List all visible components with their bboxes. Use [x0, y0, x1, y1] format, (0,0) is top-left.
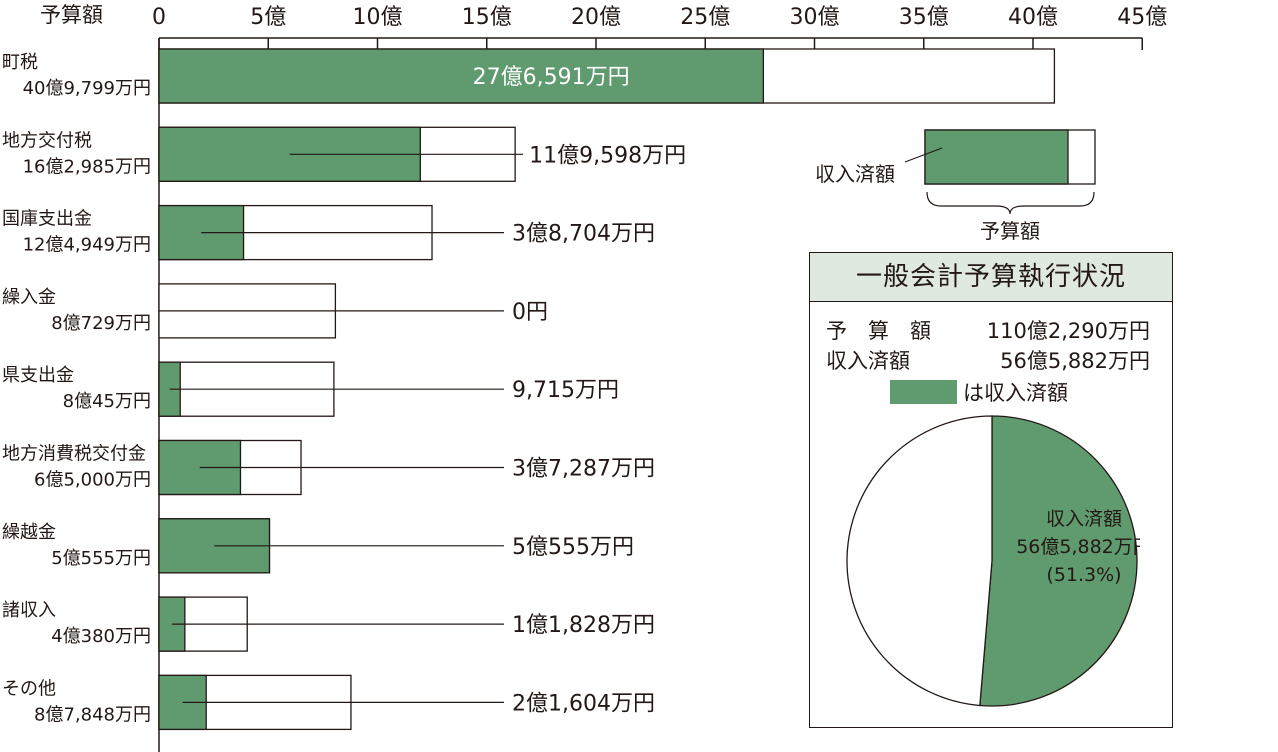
- received-total-value: 56億5,882万円: [1000, 349, 1150, 373]
- category-label: 地方交付税: [2, 130, 92, 151]
- legend-leader: [904, 147, 943, 163]
- x-tick-label: 40億: [1008, 5, 1058, 30]
- pie-slice-received: [979, 415, 1138, 707]
- budget-label: 5億555万円: [51, 548, 151, 569]
- pie-slice-remaining: [846, 415, 993, 707]
- received-label: 3億8,704万円: [512, 222, 655, 247]
- x-tick-label: 45億: [1117, 5, 1167, 30]
- budget-label: 8億45万円: [63, 391, 151, 412]
- budget-total-row: 予 算 額 110億2,290万円: [826, 315, 1150, 345]
- received-label: 9,715万円: [512, 378, 619, 403]
- pie-slice-value: 56億5,882万円: [1016, 536, 1140, 558]
- budget-label: 4億380万円: [51, 626, 151, 647]
- budget-label: 16億2,985万円: [23, 156, 151, 177]
- category-label: 地方消費税交付金: [2, 444, 146, 465]
- x-tick-label: 15億: [462, 5, 512, 30]
- x-tick-label: 30億: [790, 5, 840, 30]
- x-tick-label: 20億: [571, 5, 621, 30]
- received-bar: [158, 48, 765, 104]
- pie-chart: 収入済額 56億5,882万円 (51.3%): [846, 415, 1140, 707]
- legend-budget-label: 予算額: [980, 219, 1040, 243]
- x-axis-title: 予算額: [40, 3, 103, 27]
- x-tick-label: 0: [152, 5, 166, 30]
- pie-legend-text: は収入済額: [963, 381, 1068, 405]
- received-label: 11億9,598万円: [529, 143, 686, 168]
- budget-total-value: 110億2,290万円: [986, 319, 1150, 343]
- category-label: 諸収入: [2, 600, 56, 621]
- x-tick-label: 5億: [250, 5, 286, 30]
- budget-label: 8億729万円: [51, 313, 151, 334]
- x-tick-label: 10億: [353, 5, 403, 30]
- pie-legend: は収入済額: [890, 377, 1068, 407]
- x-tick-label: 25億: [680, 5, 730, 30]
- received-label: 5億555万円: [512, 535, 634, 560]
- budget-label: 40億9,799万円: [23, 78, 151, 99]
- budget-total-label: 予 算 額: [826, 319, 931, 343]
- budget-label: 6億5,000万円: [34, 470, 151, 491]
- legend-received-label: 収入済額: [815, 162, 895, 186]
- budget-label: 8億7,848万円: [34, 704, 151, 725]
- pie-slice-pct: (51.3%): [1046, 564, 1121, 586]
- x-tick-label: 35億: [899, 5, 949, 30]
- received-label: 2億1,604万円: [512, 691, 655, 716]
- received-label: 0円: [512, 300, 548, 325]
- category-label: 町税: [2, 52, 38, 73]
- received-label: 3億7,287万円: [512, 457, 655, 482]
- received-total-row: 収入済額 56億5,882万円: [826, 345, 1150, 375]
- category-label: 県支出金: [2, 365, 74, 386]
- category-label: 繰入金: [2, 287, 56, 308]
- category-label: その他: [2, 678, 56, 699]
- received-swatch: [890, 380, 957, 404]
- category-label: 繰越金: [2, 522, 56, 543]
- category-label: 国庫支出金: [2, 209, 92, 230]
- pie-title: 一般会計予算執行状況: [810, 253, 1172, 302]
- legend-received-box: [924, 129, 1069, 185]
- pie-slice-name: 収入済額: [1046, 508, 1122, 530]
- execution-status-panel: 一般会計予算執行状況 予 算 額 110億2,290万円 収入済額 56億5,882…: [809, 252, 1173, 728]
- budget-label: 12億4,949万円: [23, 235, 151, 256]
- legend-brace: [926, 191, 1095, 215]
- received-label: 27億6,591万円: [473, 65, 630, 90]
- received-total-label: 収入済額: [826, 349, 910, 373]
- received-label: 1億1,828万円: [512, 613, 655, 638]
